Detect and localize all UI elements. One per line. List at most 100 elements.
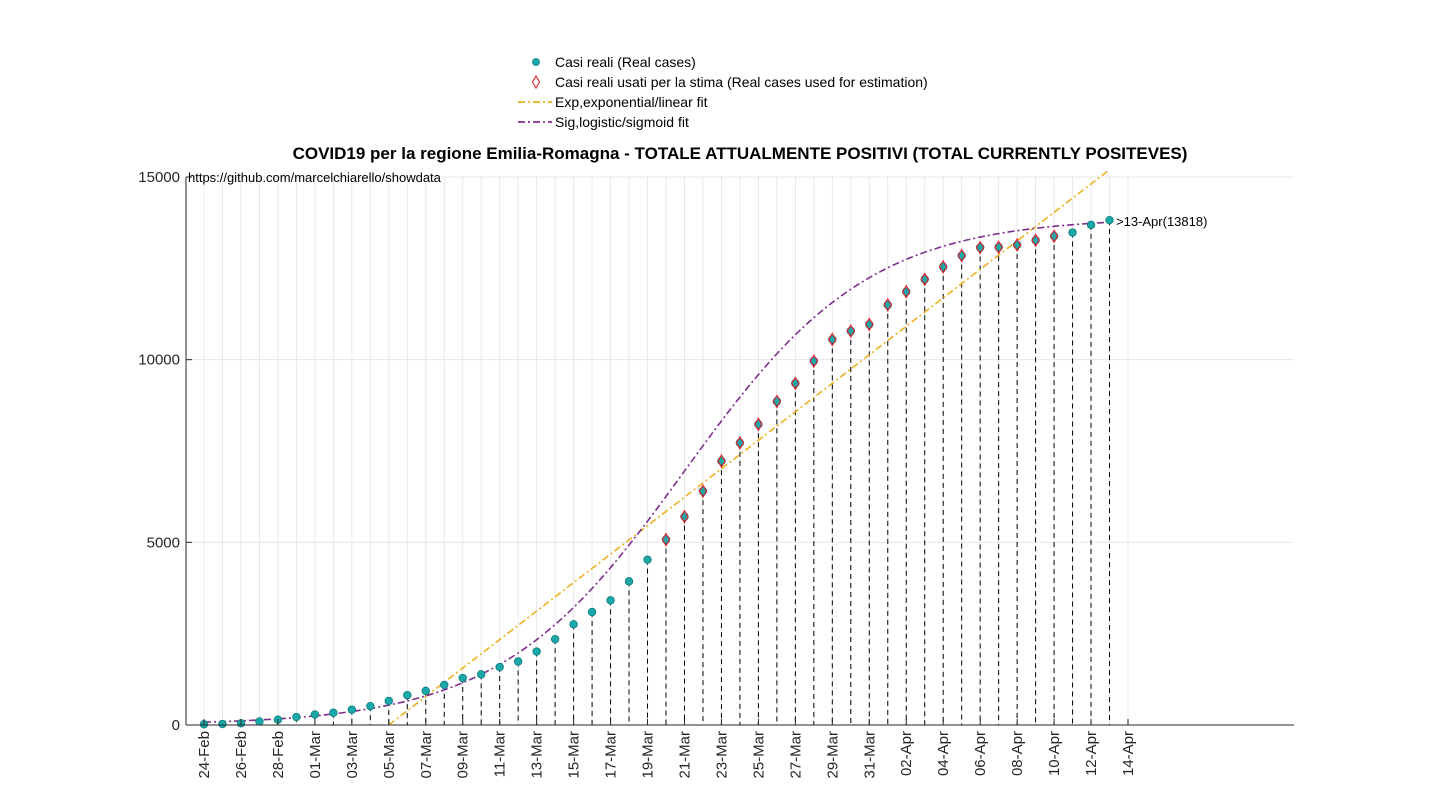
x-tick-label: 08-Apr bbox=[1009, 731, 1026, 776]
used-case-marker bbox=[828, 332, 837, 347]
sigmoid-fit-line bbox=[203, 221, 1110, 724]
real-case-point bbox=[902, 287, 911, 296]
real-case-point bbox=[384, 696, 393, 706]
x-tick-label: 09-Mar bbox=[455, 731, 472, 779]
real-case-point bbox=[994, 242, 1003, 252]
real-case-point bbox=[532, 647, 541, 656]
x-tick-label: 25-Mar bbox=[750, 731, 767, 779]
x-tick-label: 05-Mar bbox=[381, 731, 398, 779]
real-case-point bbox=[680, 512, 689, 521]
y-tick-label: 10000 bbox=[138, 352, 180, 369]
real-case-point bbox=[421, 686, 430, 696]
real-case-point bbox=[957, 251, 966, 260]
x-tick-label: 21-Mar bbox=[676, 731, 693, 779]
x-tick-label: 19-Mar bbox=[640, 731, 657, 779]
tick-labels: 0 5000 10000 15000 24-Feb 26-Feb 28-Feb 01-Mar 0… bbox=[138, 169, 1137, 779]
used-case-marker bbox=[883, 297, 893, 312]
used-case-marker bbox=[1049, 229, 1059, 244]
axes bbox=[185, 176, 1294, 726]
x-tick-label: 26-Feb bbox=[233, 731, 250, 779]
legend-label-exp-fit: Exp,exponential/linear fit bbox=[555, 94, 708, 110]
x-tick-label: 07-Mar bbox=[418, 731, 435, 779]
stem-lines bbox=[203, 220, 1111, 725]
real-case-point bbox=[791, 379, 800, 388]
legend-item-sig-fit: Sig,logistic/sigmoid fit bbox=[518, 114, 689, 130]
real-case-point bbox=[513, 657, 523, 666]
real-case-point bbox=[1068, 228, 1077, 237]
legend-item-exp-fit: Exp,exponential/linear fit bbox=[518, 94, 708, 110]
real-case-point bbox=[975, 243, 985, 252]
x-tick-label: 10-Apr bbox=[1046, 731, 1063, 776]
real-case-point bbox=[661, 535, 671, 544]
legend-item-used-cases: Casi reali usati per la stima (Real case… bbox=[531, 74, 928, 90]
real-case-point bbox=[1105, 215, 1114, 225]
used-case-marker bbox=[994, 240, 1003, 255]
real-case-point bbox=[772, 397, 782, 406]
used-case-marker bbox=[1031, 233, 1040, 248]
x-tick-label: 06-Apr bbox=[972, 731, 989, 776]
used-case-marker bbox=[865, 317, 874, 332]
y-tick-label: 0 bbox=[172, 717, 180, 734]
used-case-marker bbox=[846, 323, 856, 339]
real-case-point bbox=[495, 662, 504, 672]
chart-title: COVID19 per la regione Emilia-Romagna - … bbox=[293, 144, 1188, 163]
real-case-point bbox=[218, 719, 227, 729]
real-case-point bbox=[458, 673, 467, 683]
data-points bbox=[199, 215, 1114, 729]
x-tick-label: 29-Mar bbox=[824, 731, 841, 779]
real-case-point bbox=[606, 596, 615, 605]
legend-marker-real-cases bbox=[532, 58, 540, 66]
real-case-point bbox=[1049, 231, 1059, 241]
real-case-point bbox=[255, 717, 264, 726]
used-case-marker bbox=[809, 353, 819, 369]
used-case-marker bbox=[791, 376, 800, 391]
used-case-marker bbox=[1012, 237, 1022, 253]
x-tick-label: 15-Mar bbox=[566, 731, 583, 779]
real-case-point bbox=[310, 710, 320, 719]
x-tick-label: 28-Feb bbox=[270, 731, 287, 779]
real-case-point bbox=[643, 555, 652, 564]
x-tick-label: 17-Mar bbox=[603, 731, 620, 779]
used-case-marker bbox=[957, 248, 966, 263]
real-case-point bbox=[717, 456, 726, 466]
legend: Casi reali (Real cases) Casi reali usati… bbox=[518, 54, 928, 130]
used-case-marker bbox=[772, 394, 782, 409]
used-case-marker bbox=[938, 259, 948, 274]
x-tick-label: 02-Apr bbox=[898, 731, 915, 776]
x-tick-label: 24-Feb bbox=[196, 731, 213, 779]
legend-label-real-cases: Casi reali (Real cases) bbox=[555, 54, 696, 70]
x-tick-label: 01-Mar bbox=[307, 731, 324, 779]
used-case-marker bbox=[680, 509, 689, 524]
real-case-point bbox=[846, 326, 855, 336]
real-case-point bbox=[883, 300, 892, 310]
real-case-point bbox=[809, 356, 819, 366]
x-tick-label: 03-Mar bbox=[344, 731, 361, 779]
x-tick-label: 12-Apr bbox=[1083, 731, 1100, 776]
real-case-point bbox=[347, 705, 357, 714]
x-tick-label: 27-Mar bbox=[787, 731, 804, 779]
x-tick-label: 11-Mar bbox=[492, 731, 509, 777]
real-case-point bbox=[550, 634, 560, 644]
x-tick-label: 31-Mar bbox=[861, 731, 878, 779]
x-tick-label: 13-Mar bbox=[529, 731, 546, 779]
used-case-marker bbox=[698, 484, 708, 499]
used-case-marker bbox=[901, 284, 911, 299]
used-case-marker bbox=[975, 240, 985, 255]
real-case-point bbox=[569, 620, 578, 629]
used-case-marker bbox=[754, 417, 763, 432]
real-case-point bbox=[1012, 240, 1022, 250]
used-case-marker bbox=[920, 272, 929, 287]
last-point-annotation: >13-Apr(13818) bbox=[1116, 214, 1207, 229]
fit-lines bbox=[203, 169, 1111, 726]
legend-label-used-cases: Casi reali usati per la stima (Real case… bbox=[555, 74, 928, 90]
real-case-point bbox=[865, 320, 874, 329]
x-tick-label: 04-Apr bbox=[935, 731, 952, 776]
legend-label-sig-fit: Sig,logistic/sigmoid fit bbox=[555, 114, 689, 130]
used-case-marker bbox=[717, 454, 726, 469]
y-tick-label: 15000 bbox=[138, 169, 180, 186]
real-case-point bbox=[329, 708, 338, 717]
real-case-point bbox=[1086, 220, 1096, 230]
real-case-point bbox=[920, 275, 929, 284]
real-case-point bbox=[440, 680, 449, 690]
